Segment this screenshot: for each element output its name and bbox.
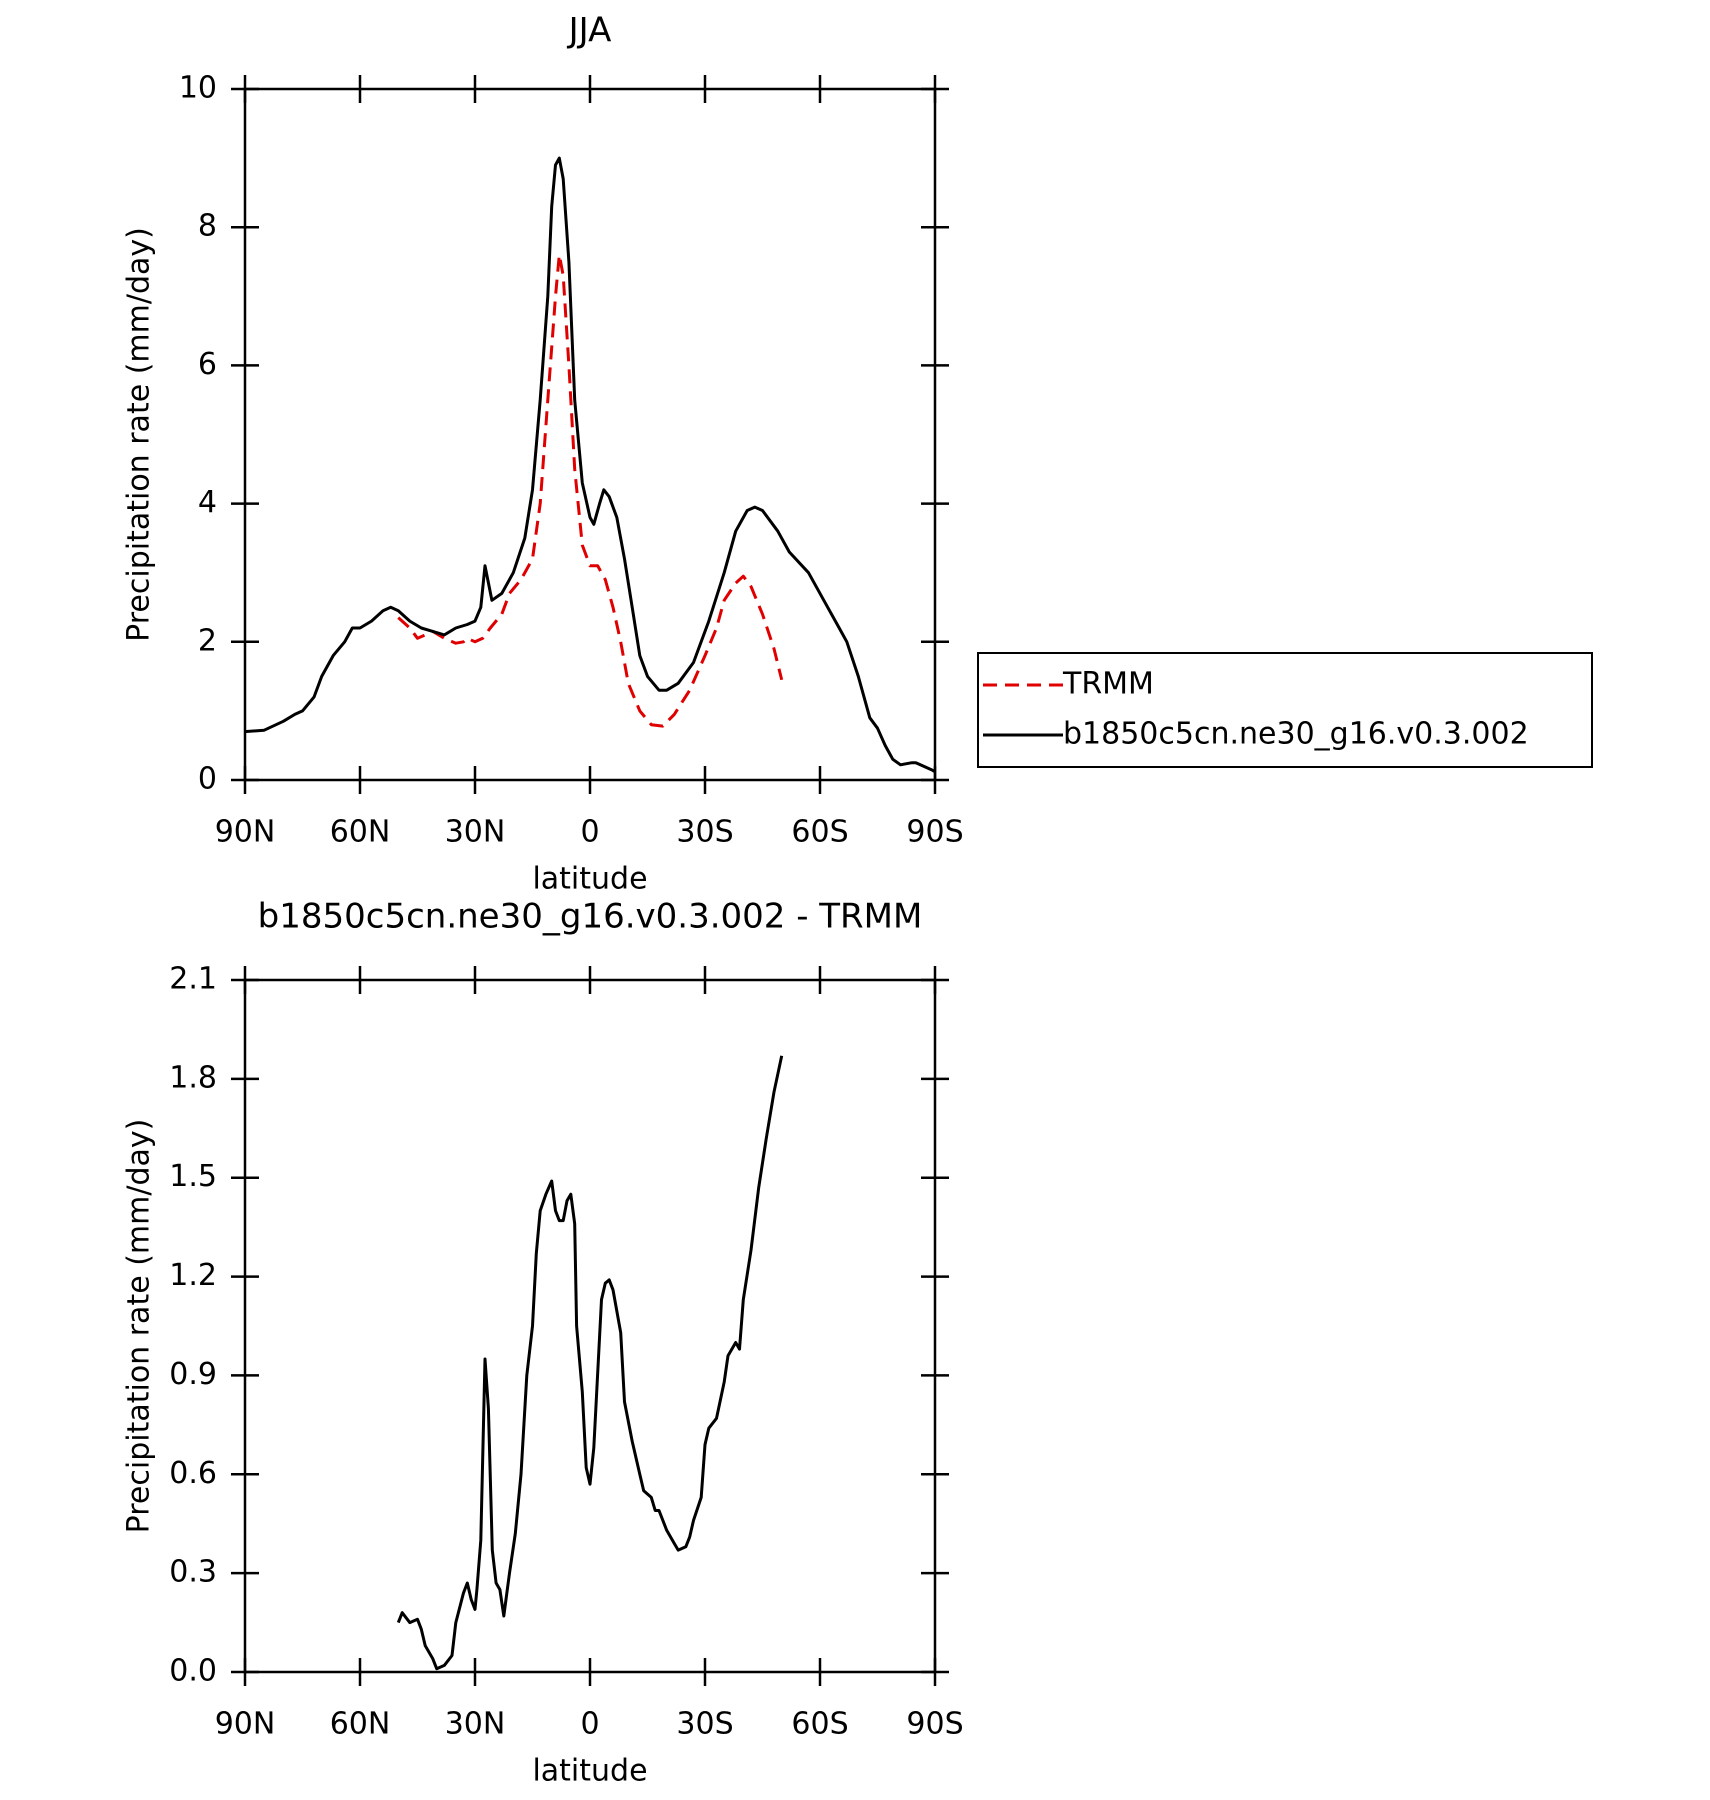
y-tick-label: 1.2 — [169, 1258, 217, 1293]
chart-title: JJA — [567, 11, 612, 51]
y-axis-label: Precipitation rate (mm/day) — [122, 227, 157, 642]
legend-label: b1850c5cn.ne30_g16.v0.3.002 — [1063, 717, 1529, 752]
x-tick-label: 30N — [445, 815, 506, 850]
x-tick-label: 90S — [906, 815, 963, 850]
x-tick-label: 90S — [906, 1707, 963, 1742]
y-tick-label: 10 — [179, 71, 217, 106]
plot-frame — [243, 87, 937, 782]
y-tick-label: 1.5 — [169, 1159, 217, 1194]
data-line — [397, 253, 784, 728]
x-tick-label: 60N — [330, 1707, 391, 1742]
y-tick-label: 8 — [198, 209, 217, 244]
y-tick-label: 2 — [198, 623, 217, 658]
x-tick-label: 30S — [676, 1707, 733, 1742]
y-tick-label: 0.6 — [169, 1456, 217, 1491]
y-axis-label: Precipitation rate (mm/day) — [122, 1119, 157, 1534]
x-axis-label: latitude — [532, 1754, 647, 1789]
x-tick-label: 30N — [445, 1707, 506, 1742]
x-tick-label: 60S — [791, 1707, 848, 1742]
x-tick-label: 60S — [791, 815, 848, 850]
y-tick-label: 0 — [198, 762, 217, 797]
x-tick-label: 90N — [215, 1707, 276, 1742]
x-axis-label: latitude — [532, 862, 647, 897]
x-tick-label: 90N — [215, 815, 276, 850]
legend-box — [977, 652, 1593, 768]
x-tick-label: 60N — [330, 815, 391, 850]
x-tick-label: 30S — [676, 815, 733, 850]
y-tick-label: 0.0 — [169, 1654, 217, 1689]
data-line — [396, 1055, 784, 1671]
y-tick-label: 0.9 — [169, 1357, 217, 1392]
x-tick-label: 0 — [580, 815, 599, 850]
x-tick-label: 0 — [580, 1707, 599, 1742]
y-tick-label: 0.3 — [169, 1555, 217, 1590]
data-line — [244, 156, 936, 774]
legend-label: TRMM — [1062, 667, 1154, 702]
plot-frame — [243, 978, 937, 1674]
y-tick-label: 2.1 — [169, 962, 217, 997]
y-tick-label: 6 — [198, 347, 217, 382]
y-tick-label: 4 — [198, 485, 217, 520]
y-tick-label: 1.8 — [169, 1060, 217, 1095]
chart-title: b1850c5cn.ne30_g16.v0.3.002 - TRMM — [258, 897, 923, 937]
